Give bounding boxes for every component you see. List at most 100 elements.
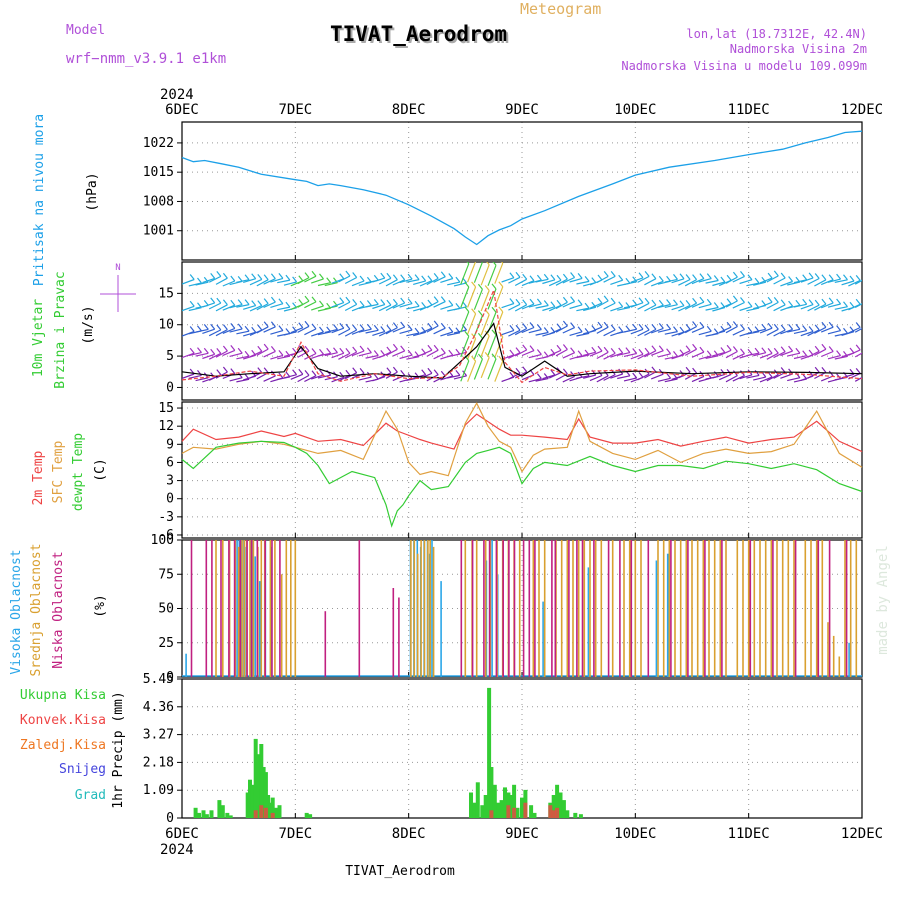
wind-barb-flag: [407, 273, 413, 280]
wind-barb-flag: [788, 300, 794, 307]
wind-barb: [521, 303, 535, 310]
wind-barb-flag: [230, 368, 236, 374]
wind-barb-flag: [464, 306, 470, 313]
wind-barb-flag: [522, 299, 528, 306]
wind-barb-flag: [788, 324, 794, 330]
wind-barb: [814, 279, 827, 287]
wind-barb: [603, 275, 616, 283]
conv-precip-bar: [263, 807, 268, 818]
wind-barb-flag: [311, 348, 317, 354]
wind-barb: [793, 303, 807, 308]
wind-barb-flag: [808, 272, 814, 279]
wind-barb-flag: [285, 301, 291, 308]
y-tick-label: 0: [166, 670, 174, 685]
wind-barb-flag: [345, 270, 351, 277]
wind-barb-flag: [625, 325, 631, 332]
wind-barb: [514, 278, 527, 287]
wind-barb-flag: [359, 300, 365, 307]
wind-barb: [338, 352, 351, 360]
y-tick-label: 3: [166, 474, 174, 489]
wind-barb-flag: [773, 323, 779, 330]
wind-barb: [195, 281, 209, 286]
wind-barb: [467, 286, 477, 308]
wind-barb-flag: [352, 367, 358, 374]
wind-barb-flag: [222, 272, 228, 279]
wind-barb: [671, 278, 685, 284]
wind-barb: [623, 281, 637, 286]
wind-barb: [841, 331, 855, 336]
wind-barb: [256, 348, 269, 356]
total-precip-bar: [266, 795, 271, 818]
wind-barb: [732, 275, 745, 283]
total-precip-bar: [520, 797, 524, 818]
wind-barb-flag: [603, 346, 609, 353]
wind-barb: [263, 301, 276, 309]
total-precip-bar: [480, 805, 485, 818]
wind-barb: [596, 326, 609, 334]
wind-barb-flag: [257, 367, 263, 373]
wind-barb-flag: [319, 348, 324, 355]
wind-barb: [814, 326, 827, 334]
wind-barb: [195, 328, 209, 333]
wind-barb: [460, 336, 470, 358]
wind-barb-flag: [407, 349, 413, 356]
wind-barb-flag: [366, 323, 372, 330]
wind-barb: [535, 377, 549, 382]
wind-barb-flag: [644, 271, 650, 277]
wind-barb-flag: [863, 273, 867, 278]
total-precip-bar: [578, 814, 583, 818]
wind-barb-flag: [644, 324, 650, 331]
pressure-line: [181, 130, 863, 246]
total-precip-bar: [496, 802, 501, 818]
total-precip-bar: [503, 787, 507, 818]
wind-barb: [827, 278, 841, 283]
wind-barb: [324, 305, 338, 310]
wind-barb-flag: [477, 283, 483, 290]
wind-barb: [453, 306, 467, 311]
y-tick-label: 12: [158, 419, 174, 434]
wind-barb: [753, 281, 766, 286]
wind-barb-flag: [311, 323, 317, 330]
x-tick-label-bottom: 7DEC: [278, 826, 312, 842]
wind-barb: [780, 328, 793, 335]
wind-barb: [766, 275, 779, 283]
wind-barb: [222, 280, 236, 287]
x-tick-label-bottom: 11DEC: [728, 826, 770, 842]
wind-barb-flag: [821, 343, 827, 350]
wind-barb-flag: [386, 346, 392, 353]
y-tick-label: 25: [158, 636, 174, 651]
conv-precip-bar: [512, 807, 517, 818]
wind-barb-flag: [802, 274, 808, 281]
wind-barb-flag: [392, 298, 398, 305]
wind-barb-flag: [618, 326, 624, 332]
wind-barb: [664, 304, 678, 308]
wind-barb-flag: [400, 345, 406, 352]
wind-barb: [725, 300, 738, 308]
wind-barb-flag: [298, 275, 304, 282]
wind-barb: [236, 330, 250, 335]
wind-barb-flag: [203, 347, 209, 354]
wind-barb: [311, 278, 324, 284]
wind-barb: [317, 374, 331, 379]
wind-barb: [297, 325, 310, 333]
year-bottom: 2024: [160, 842, 194, 858]
total-precip-bar: [268, 802, 273, 818]
wind-barb: [854, 352, 862, 358]
wind-barb: [344, 276, 357, 285]
wind-barb: [834, 306, 848, 310]
total-precip-bar: [204, 814, 209, 818]
total-precip-bar: [248, 779, 252, 818]
wind-barb-flag: [562, 344, 568, 350]
wind-barb: [229, 352, 243, 357]
wind-barb-flag: [210, 323, 216, 330]
wind-barb: [562, 352, 575, 359]
wind-barb-flag: [843, 301, 848, 308]
wind-barb-flag: [767, 322, 773, 329]
wind-barb-flag: [543, 300, 549, 306]
wind-barb: [263, 278, 276, 285]
wind-barb-field: [182, 262, 867, 383]
wind-barb: [351, 329, 365, 335]
wind-barb: [378, 351, 392, 359]
wind-barb-flag: [732, 295, 738, 302]
